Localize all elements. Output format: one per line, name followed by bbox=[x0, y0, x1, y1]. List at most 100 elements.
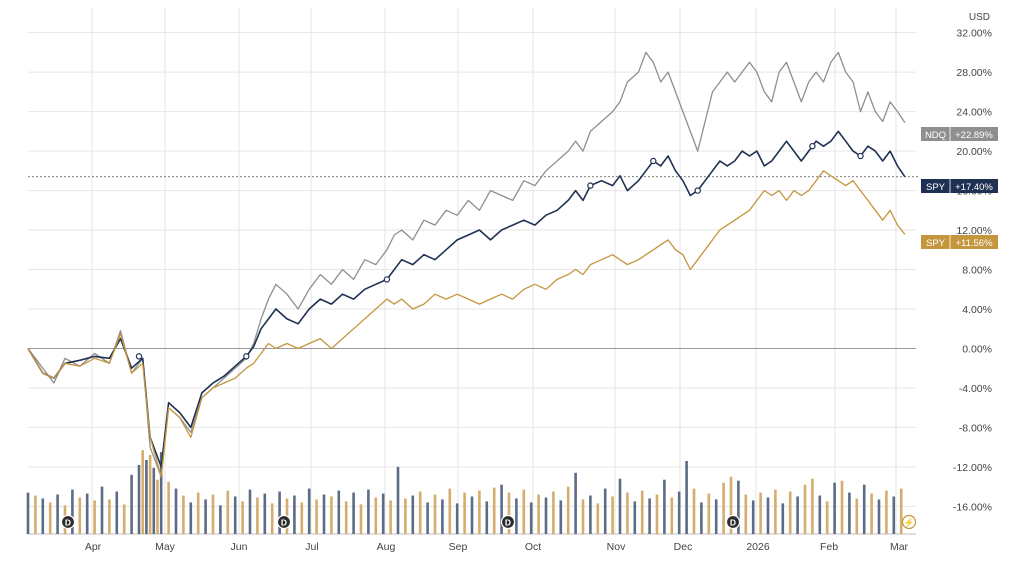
volume-bar bbox=[670, 497, 674, 534]
y-tick-label: 8.00% bbox=[962, 265, 992, 277]
volume-bar bbox=[788, 491, 792, 534]
event-marker-icon[interactable]: ⚡ bbox=[901, 514, 917, 530]
volume-bar bbox=[145, 459, 148, 534]
series-badge-name-box bbox=[921, 235, 950, 249]
x-tick-label: 2026 bbox=[746, 541, 770, 553]
volume-bar bbox=[448, 488, 452, 534]
dividend-marker[interactable]: D bbox=[276, 514, 292, 530]
volume-bar bbox=[226, 490, 230, 534]
volume-bar bbox=[137, 464, 141, 534]
series-badge-value: +22.89% bbox=[955, 130, 993, 141]
volume-bar bbox=[677, 491, 681, 534]
volume-bar bbox=[899, 488, 903, 534]
volume-bar bbox=[248, 489, 252, 534]
series-badge[interactable]: SPY +11.56% bbox=[921, 235, 998, 249]
event-marker-circle[interactable] bbox=[725, 514, 741, 530]
y-tick-label: -4.00% bbox=[959, 383, 992, 395]
volume-bar bbox=[885, 490, 888, 534]
volume-bar bbox=[892, 496, 896, 534]
volume-bar bbox=[182, 495, 185, 534]
volume-bar bbox=[492, 487, 496, 534]
split-marker bbox=[135, 353, 143, 360]
event-marker-circle[interactable] bbox=[500, 514, 516, 530]
volume-bar bbox=[618, 478, 622, 534]
volume-bar bbox=[344, 501, 348, 534]
volume-bar bbox=[204, 499, 207, 534]
dividend-marker[interactable]: D bbox=[500, 514, 516, 530]
volume-bar bbox=[825, 501, 829, 534]
event-marker-label: ⚡ bbox=[904, 518, 915, 529]
volume-bar bbox=[141, 450, 144, 534]
dividend-marker[interactable]: D bbox=[725, 514, 741, 530]
volume-bar bbox=[818, 495, 822, 534]
volume-bar bbox=[766, 497, 770, 534]
series-badge[interactable]: NDQ +22.89% bbox=[921, 127, 998, 141]
volume-bar bbox=[241, 501, 244, 534]
volume-bar bbox=[485, 501, 489, 534]
volume-bar bbox=[34, 495, 37, 534]
volume-bar bbox=[41, 498, 45, 534]
volume-bar bbox=[714, 499, 718, 534]
volume-bar bbox=[848, 492, 851, 534]
event-marker-label: D bbox=[505, 518, 511, 528]
volume-bar bbox=[811, 478, 814, 534]
series-badges[interactable]: NDQ +22.89% SPY +17.40% SPY +11.56% bbox=[921, 127, 998, 249]
volume-bar bbox=[603, 488, 607, 534]
volume-bar bbox=[174, 488, 178, 534]
volume-bar bbox=[211, 494, 215, 534]
series-badge-value: +17.40% bbox=[955, 182, 993, 193]
volume-bar bbox=[219, 505, 222, 534]
volume-bar bbox=[774, 489, 777, 534]
volume-bar bbox=[256, 497, 259, 534]
event-marker-circle[interactable] bbox=[60, 514, 76, 530]
y-tick-label: -16.00% bbox=[953, 501, 992, 513]
volume-bar bbox=[441, 499, 444, 534]
volume-bar bbox=[352, 492, 355, 534]
series-line bbox=[27, 51, 906, 478]
volume-bar bbox=[648, 498, 651, 534]
volume-bar bbox=[552, 491, 555, 534]
volume-bar bbox=[515, 498, 518, 534]
volume-bar bbox=[108, 499, 111, 534]
volume-bar bbox=[685, 460, 688, 534]
volume-bar bbox=[589, 495, 592, 534]
volume-bar bbox=[507, 492, 511, 534]
split-marker bbox=[694, 187, 701, 194]
volume-bar bbox=[337, 490, 341, 534]
series-badge-name-box bbox=[921, 179, 950, 193]
volume-bar bbox=[367, 489, 370, 534]
volume-bar bbox=[167, 481, 170, 534]
volume-bar bbox=[359, 504, 363, 534]
volume-bar bbox=[115, 491, 119, 534]
volume-bar bbox=[426, 502, 429, 534]
volume-bar bbox=[404, 498, 407, 534]
volume-bar bbox=[700, 502, 703, 534]
volume-bar bbox=[729, 476, 733, 534]
event-marker-circle[interactable] bbox=[901, 514, 917, 530]
volume-bar bbox=[855, 498, 859, 534]
series-badge[interactable]: SPY +17.40% bbox=[921, 179, 998, 193]
y-tick-label: 28.00% bbox=[956, 67, 992, 79]
volume-bar bbox=[307, 488, 311, 534]
volume-bar bbox=[418, 491, 422, 534]
dividend-marker[interactable]: D bbox=[60, 514, 76, 530]
event-markers[interactable]: D D D D ⚡ bbox=[60, 514, 917, 530]
volume-bar bbox=[78, 497, 82, 534]
event-marker-circle[interactable] bbox=[276, 514, 292, 530]
volume-bar bbox=[581, 499, 585, 534]
volume-bar bbox=[100, 486, 104, 534]
volume-bar bbox=[633, 501, 637, 534]
event-marker-label: D bbox=[730, 518, 736, 528]
volume-bar bbox=[692, 488, 696, 534]
split-marker bbox=[650, 157, 657, 165]
volume-bar bbox=[611, 496, 614, 534]
volume-bar bbox=[48, 502, 52, 534]
volume-bar bbox=[640, 490, 644, 534]
volume-bar bbox=[463, 492, 466, 534]
x-tick-label: Dec bbox=[674, 541, 693, 553]
x-tick-label: Oct bbox=[525, 541, 541, 553]
volume-bar bbox=[500, 484, 503, 534]
volume-bar bbox=[93, 500, 96, 534]
